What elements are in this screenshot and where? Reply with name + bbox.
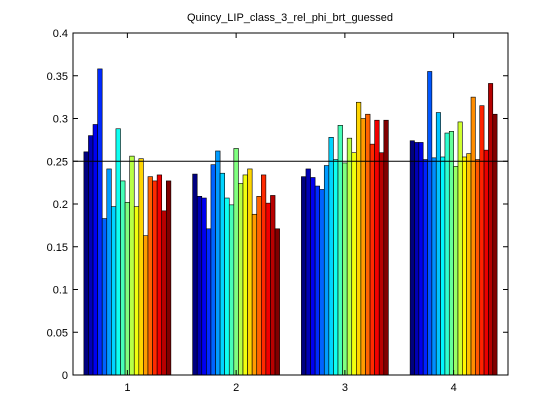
bar-2-15: [256, 196, 262, 376]
bar-2-1: [192, 173, 198, 376]
bar-3-5: [319, 189, 325, 376]
bar-4-6: [431, 157, 437, 376]
bar-1-17: [156, 174, 163, 376]
bar-3-7: [328, 137, 334, 376]
y-axis: 0 0.05 0.1 0.15 0.2 0.25 0.3 0.35 0.4: [47, 28, 508, 382]
bar-4-3: [418, 142, 424, 376]
bar-2-2: [196, 196, 203, 376]
bar-3-3: [310, 177, 316, 376]
bar-4-17: [479, 105, 485, 376]
x-tick-label: 2: [233, 382, 239, 394]
x-tick-label: 1: [124, 382, 130, 394]
bar-3-10: [342, 162, 348, 376]
bar-3-15: [365, 113, 371, 376]
bar-1-1: [83, 151, 89, 376]
bar-1-12: [133, 206, 140, 376]
bar-2-14: [251, 213, 258, 376]
bar-4-13: [462, 156, 467, 376]
y-tick-label: 0.15: [47, 242, 68, 254]
bar-2-11: [238, 183, 244, 376]
bar-4-14: [466, 153, 472, 376]
bar-2-16: [261, 174, 267, 376]
bar-1-11: [129, 155, 135, 376]
bar-4-9: [444, 132, 450, 376]
y-tick-label: 0.2: [53, 199, 68, 211]
bar-1-18: [161, 210, 167, 376]
bar-3-12: [351, 152, 357, 376]
bar-2-12: [242, 174, 248, 376]
bar-3-13: [356, 101, 362, 376]
bar-4-4: [422, 159, 428, 376]
bar-1-13: [138, 158, 144, 376]
bar-3-6: [323, 165, 330, 376]
bar-2-7: [219, 172, 225, 376]
bar-3-19: [383, 119, 389, 376]
bar-4-11: [453, 166, 459, 376]
bar-3-16: [369, 143, 375, 376]
bar-1-9: [120, 180, 126, 376]
bar-3-17: [374, 119, 380, 376]
bar-2-10: [233, 148, 239, 376]
bar-3-14: [360, 118, 366, 376]
bar-4-15: [470, 96, 476, 376]
bar-4-8: [440, 156, 446, 376]
bar-4-16: [475, 159, 481, 376]
chart-title: Quincy_LIP_class_3_rel_phi_brt_guessed: [187, 12, 393, 24]
bar-3-1: [301, 176, 307, 376]
y-tick-label: 0.25: [47, 156, 68, 168]
bar-2-4: [206, 228, 212, 376]
bar-3-11: [346, 137, 353, 376]
bar-4-1: [409, 140, 415, 376]
x-axis: 1 2 3 4: [124, 33, 457, 394]
bar-3-4: [314, 185, 320, 376]
bar-2-8: [224, 197, 230, 376]
bar-4-20: [492, 113, 498, 376]
bar-4-19: [488, 83, 494, 376]
bar-1-6: [106, 168, 112, 376]
y-tick-label: 0.35: [47, 71, 68, 83]
bar-1-8: [115, 128, 121, 376]
bar-1-5: [101, 218, 108, 376]
y-tick-label: 0.05: [47, 327, 68, 339]
x-tick-label: 4: [451, 382, 457, 394]
bar-3-2: [305, 168, 311, 376]
bar-1-10: [124, 201, 130, 376]
bar-4-7: [435, 112, 441, 376]
bar-1-2: [88, 135, 94, 376]
bar-2-5: [210, 164, 216, 376]
bar-1-15: [147, 176, 153, 376]
bar-4-5: [427, 71, 433, 376]
bar-2-17: [265, 202, 271, 376]
bar-3-9: [337, 125, 343, 376]
bar-3-18: [378, 152, 385, 376]
bar-1-19: [165, 180, 172, 376]
bar-4-12: [457, 121, 463, 376]
x-tick-label: 3: [342, 382, 348, 394]
y-tick-label: 0.3: [53, 114, 68, 126]
bar-3-8: [333, 159, 339, 376]
bar-1-4: [97, 68, 103, 376]
bar-1-3: [92, 124, 98, 376]
bars-layer: [83, 68, 498, 376]
y-tick-label: 0.1: [53, 285, 68, 297]
bar-1-14: [143, 235, 149, 376]
bar-1-16: [152, 180, 158, 376]
bar-2-19: [274, 228, 280, 376]
bar-4-10: [448, 131, 454, 376]
bar-2-9: [228, 204, 235, 376]
y-tick-label: 0: [62, 370, 68, 382]
bar-2-3: [201, 197, 207, 376]
bar-2-6: [215, 150, 221, 376]
y-tick-label: 0.4: [53, 28, 68, 40]
bar-2-13: [247, 168, 253, 376]
bar-4-18: [483, 149, 489, 376]
bar-2-18: [270, 195, 276, 376]
bar-1-7: [111, 206, 117, 376]
bar-4-2: [414, 142, 420, 376]
